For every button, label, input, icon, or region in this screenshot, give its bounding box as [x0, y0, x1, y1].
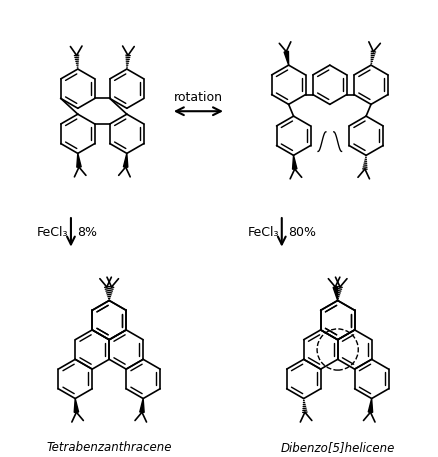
- Text: FeCl₃: FeCl₃: [36, 226, 68, 239]
- Polygon shape: [74, 399, 78, 412]
- Text: rotation: rotation: [173, 91, 223, 104]
- Polygon shape: [283, 51, 288, 65]
- Polygon shape: [123, 154, 127, 167]
- Text: FeCl₃: FeCl₃: [247, 226, 278, 239]
- Polygon shape: [292, 155, 296, 169]
- Polygon shape: [139, 399, 144, 412]
- Polygon shape: [332, 287, 337, 301]
- Text: Dibenzo[5]helicene: Dibenzo[5]helicene: [280, 441, 394, 454]
- Polygon shape: [77, 154, 81, 167]
- Text: 80%: 80%: [287, 226, 315, 239]
- Text: Tetrabenzanthracene: Tetrabenzanthracene: [46, 441, 172, 454]
- Polygon shape: [367, 399, 372, 412]
- Text: 8%: 8%: [77, 226, 97, 239]
